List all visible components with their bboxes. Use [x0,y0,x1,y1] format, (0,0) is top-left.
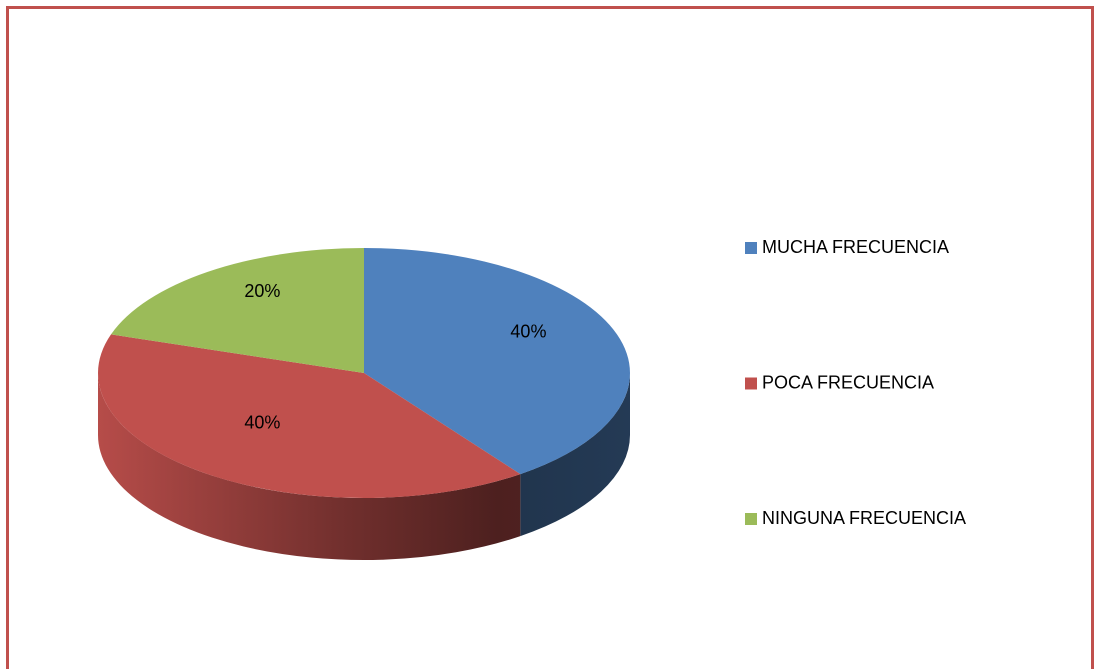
pie-side [98,373,521,560]
legend-label: POCA FRECUENCIA [762,372,934,392]
data-label: 40% [510,322,546,342]
pie-slice [111,248,364,373]
pie-side [520,373,630,537]
data-label: 40% [244,412,280,432]
legend-label: NINGUNA FRECUENCIA [762,508,966,528]
chart-frame [6,6,1094,669]
legend-swatch [745,242,757,254]
pie-slice [364,248,631,475]
data-label: 20% [244,281,280,301]
legend-swatch [745,377,757,390]
pie-slice [97,334,521,499]
legend-swatch [745,513,757,525]
legend-label: MUCHA FRECUENCIA [762,237,949,257]
